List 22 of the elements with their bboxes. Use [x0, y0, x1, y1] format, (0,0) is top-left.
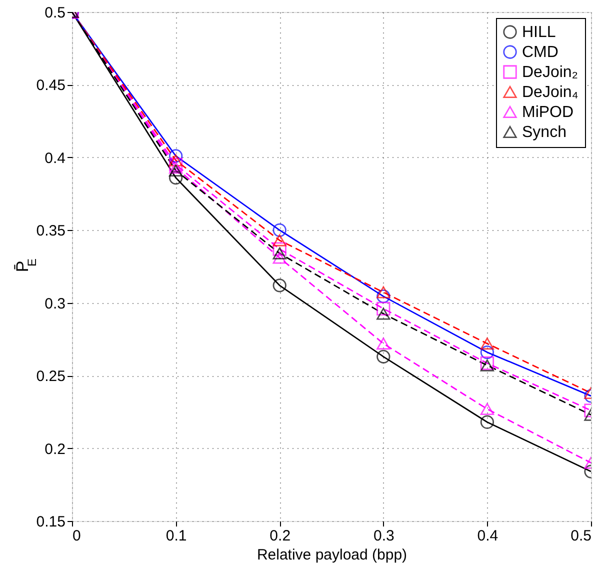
legend-label: HILL: [522, 24, 556, 41]
x-tick-label: 0: [72, 528, 81, 544]
y-tick-label: 0.3: [44, 295, 66, 312]
legend-label: DeJoin₂: [522, 64, 578, 81]
y-tick-label: 0.5: [44, 4, 66, 22]
y-tick-label: 0.15: [36, 514, 66, 530]
x-tick-label: 0.5: [570, 528, 592, 544]
y-tick-label: 0.45: [36, 77, 66, 94]
x-tick-label: 0.2: [270, 528, 291, 544]
x-tick-label: 0.4: [477, 528, 498, 544]
legend-label: CMD: [522, 44, 558, 61]
y-tick-label: 0.25: [36, 368, 66, 386]
y-tick-label: 0.2: [44, 440, 66, 458]
legend-label: MiPOD: [522, 104, 574, 121]
legend-label: Synch: [522, 124, 566, 141]
x-tick-label: 0.1: [166, 528, 187, 544]
x-axis-title: Relative payload (bpp): [256, 546, 408, 564]
y-tick-label: 0.4: [44, 150, 66, 167]
legend-label: DeJoin₄: [522, 84, 578, 101]
y-axis-title: P̄E: [13, 258, 39, 272]
y-tick-label: 0.35: [36, 222, 66, 240]
x-tick-label: 0.3: [373, 528, 394, 544]
